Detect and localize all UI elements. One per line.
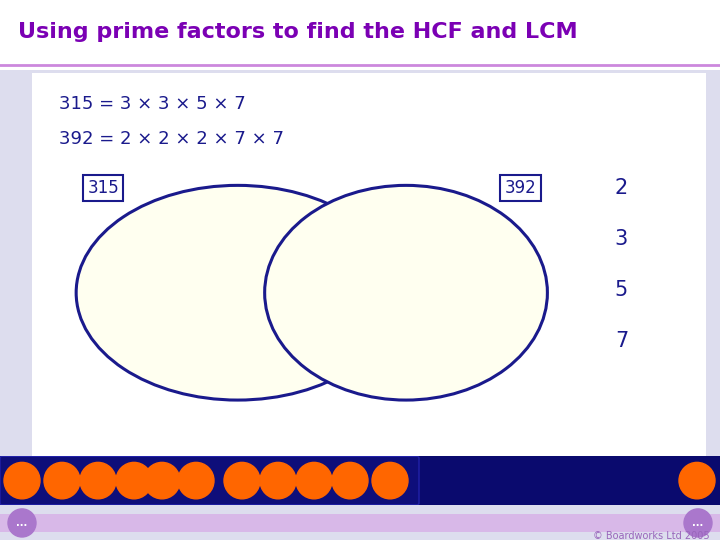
FancyBboxPatch shape [26, 68, 712, 461]
Circle shape [296, 462, 332, 499]
Circle shape [144, 462, 180, 499]
Text: © Boardworks Ltd 2005: © Boardworks Ltd 2005 [593, 531, 710, 540]
Ellipse shape [76, 185, 400, 400]
Circle shape [8, 509, 36, 537]
Circle shape [80, 462, 116, 499]
Text: 3: 3 [615, 229, 628, 249]
Ellipse shape [265, 185, 547, 400]
Text: 392: 392 [505, 179, 536, 197]
Text: ...: ... [693, 518, 703, 528]
Text: Using prime factors to find the HCF and LCM: Using prime factors to find the HCF and … [18, 22, 577, 42]
Bar [0, 514, 720, 532]
Text: 315: 315 [87, 179, 119, 197]
Text: 7: 7 [615, 331, 628, 352]
Circle shape [116, 462, 152, 499]
Circle shape [372, 462, 408, 499]
Circle shape [224, 462, 260, 499]
Circle shape [44, 462, 80, 499]
Circle shape [260, 462, 296, 499]
Text: 392 = 2 × 2 × 2 × 7 × 7: 392 = 2 × 2 × 2 × 7 × 7 [59, 130, 284, 148]
Circle shape [178, 462, 214, 499]
Circle shape [332, 462, 368, 499]
Circle shape [4, 462, 40, 499]
Text: 315 = 3 × 3 × 5 × 7: 315 = 3 × 3 × 5 × 7 [59, 94, 246, 112]
Text: 2: 2 [615, 178, 628, 198]
Circle shape [684, 509, 712, 537]
Text: 5: 5 [615, 280, 628, 300]
Circle shape [679, 462, 715, 499]
FancyBboxPatch shape [0, 456, 419, 505]
Text: ...: ... [17, 518, 27, 528]
